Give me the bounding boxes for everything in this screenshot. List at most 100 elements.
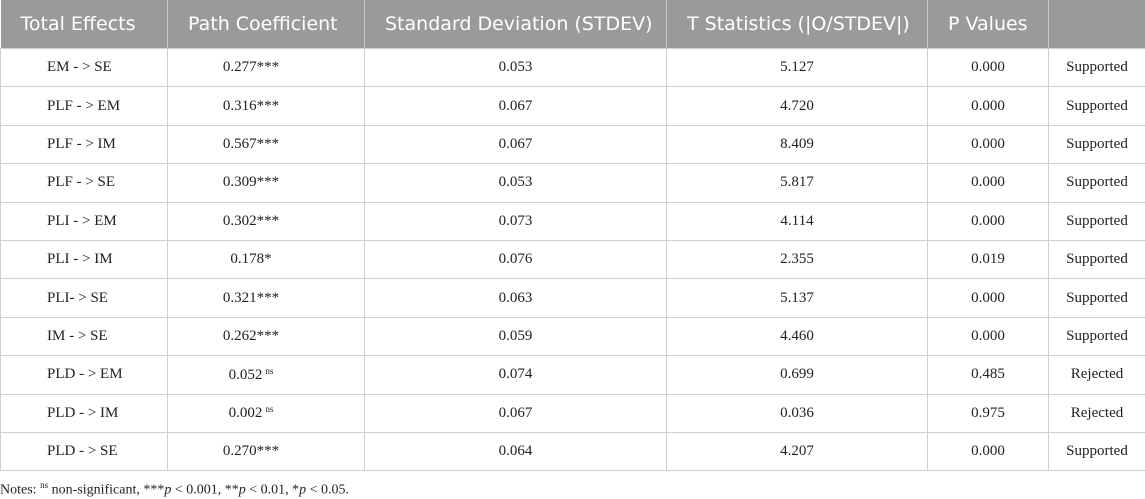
path-coefficient-value: 0.002 — [229, 405, 263, 421]
header-row: Total Effects Path Coefficient Standard … — [1, 0, 1145, 49]
path-coefficient-cell: 0.270*** — [168, 432, 365, 470]
path-coefficient-cell: 0.309*** — [168, 164, 365, 202]
p-value-cell: 0.000 — [928, 49, 1049, 87]
effect-cell: PLF - > EM — [1, 87, 168, 125]
path-coefficient-value: 0.262*** — [223, 328, 279, 344]
decision-cell: Supported — [1049, 432, 1145, 470]
decision-cell: Supported — [1049, 240, 1145, 278]
notes-text-1: non-significant, *** — [48, 483, 164, 498]
t-statistic-cell: 0.036 — [667, 394, 928, 432]
p-value-cell: 0.000 — [928, 202, 1049, 240]
p-value-cell: 0.000 — [928, 279, 1049, 317]
t-statistic-cell: 4.720 — [667, 87, 928, 125]
stdev-cell: 0.067 — [365, 87, 667, 125]
stdev-cell: 0.059 — [365, 317, 667, 355]
effect-cell: PLD - > IM — [1, 394, 168, 432]
path-coefficient-cell: 0.178* — [168, 240, 365, 278]
notes-text-2: < 0.001, ** — [171, 483, 238, 498]
stdev-cell: 0.053 — [365, 49, 667, 87]
header-path-coefficient: Path Coefficient — [168, 0, 365, 49]
p-value-cell: 0.000 — [928, 317, 1049, 355]
t-statistic-cell: 5.817 — [667, 164, 928, 202]
decision-cell: Supported — [1049, 202, 1145, 240]
notes-text-4: < 0.05. — [306, 483, 349, 498]
path-coefficient-value: 0.309*** — [223, 174, 279, 190]
effect-cell: PLF - > SE — [1, 164, 168, 202]
path-coefficient-value: 0.321*** — [223, 290, 279, 306]
notes-ns-superscript: ns — [40, 480, 48, 490]
notes-text-3: < 0.01, * — [246, 483, 299, 498]
header-t-statistics: T Statistics (|O/STDEV|) — [667, 0, 928, 49]
path-coefficient-cell: 0.316*** — [168, 87, 365, 125]
effect-cell: PLF - > IM — [1, 125, 168, 163]
header-p-values: P Values — [928, 0, 1049, 49]
path-coefficient-cell: 0.302*** — [168, 202, 365, 240]
notes-prefix: Notes: — [0, 483, 40, 498]
decision-cell: Supported — [1049, 125, 1145, 163]
t-statistic-cell: 8.409 — [667, 125, 928, 163]
t-statistic-cell: 5.127 — [667, 49, 928, 87]
effect-cell: PLD - > SE — [1, 432, 168, 470]
p-value-cell: 0.019 — [928, 240, 1049, 278]
decision-cell: Supported — [1049, 87, 1145, 125]
stdev-cell: 0.076 — [365, 240, 667, 278]
decision-cell: Rejected — [1049, 356, 1145, 394]
stdev-cell: 0.053 — [365, 164, 667, 202]
t-statistic-cell: 5.137 — [667, 279, 928, 317]
effect-cell: PLI- > SE — [1, 279, 168, 317]
effect-cell: PLI - > EM — [1, 202, 168, 240]
p-value-cell: 0.000 — [928, 125, 1049, 163]
effect-cell: IM - > SE — [1, 317, 168, 355]
non-significant-marker: ns — [265, 366, 273, 376]
stdev-cell: 0.074 — [365, 356, 667, 394]
stdev-cell: 0.073 — [365, 202, 667, 240]
path-coefficient-value: 0.277*** — [223, 59, 279, 75]
p-value-cell: 0.485 — [928, 356, 1049, 394]
total-effects-table: Total Effects Path Coefficient Standard … — [0, 0, 1145, 471]
stdev-cell: 0.067 — [365, 394, 667, 432]
path-coefficient-cell: 0.277*** — [168, 49, 365, 87]
header-standard-deviation: Standard Deviation (STDEV) — [365, 0, 667, 49]
t-statistic-cell: 4.460 — [667, 317, 928, 355]
t-statistic-cell: 4.114 — [667, 202, 928, 240]
decision-cell: Supported — [1049, 317, 1145, 355]
decision-cell: Supported — [1049, 49, 1145, 87]
decision-cell: Supported — [1049, 164, 1145, 202]
path-coefficient-value: 0.302*** — [223, 213, 279, 229]
effect-cell: PLI - > IM — [1, 240, 168, 278]
path-coefficient-cell: 0.321*** — [168, 279, 365, 317]
header-decision — [1049, 0, 1145, 49]
path-coefficient-value: 0.052 — [229, 367, 263, 383]
path-coefficient-cell: 0.567*** — [168, 125, 365, 163]
p-value-cell: 0.975 — [928, 394, 1049, 432]
stdev-cell: 0.067 — [365, 125, 667, 163]
path-coefficient-value: 0.567*** — [223, 136, 279, 152]
p-value-cell: 0.000 — [928, 164, 1049, 202]
path-coefficient-value: 0.270*** — [223, 443, 279, 459]
effect-cell: PLD - > EM — [1, 356, 168, 394]
notes-p-2: p — [239, 483, 246, 498]
p-value-cell: 0.000 — [928, 87, 1049, 125]
stdev-cell: 0.063 — [365, 279, 667, 317]
p-value-cell: 0.000 — [928, 432, 1049, 470]
non-significant-marker: ns — [265, 404, 273, 414]
path-coefficient-cell: 0.262*** — [168, 317, 365, 355]
decision-cell: Rejected — [1049, 394, 1145, 432]
t-statistic-cell: 4.207 — [667, 432, 928, 470]
t-statistic-cell: 0.699 — [667, 356, 928, 394]
decision-cell: Supported — [1049, 279, 1145, 317]
stdev-cell: 0.064 — [365, 432, 667, 470]
